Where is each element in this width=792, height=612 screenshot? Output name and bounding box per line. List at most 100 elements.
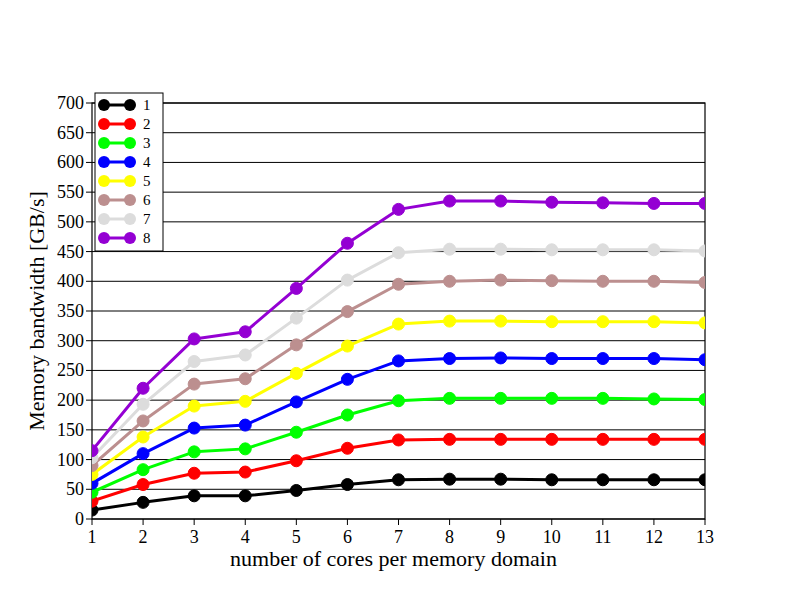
series-point xyxy=(444,473,456,485)
series-point xyxy=(188,378,200,390)
series-point xyxy=(188,490,200,502)
series-point xyxy=(239,490,251,502)
legend-marker xyxy=(98,232,110,244)
y-tick-label: 400 xyxy=(57,271,84,291)
series-point xyxy=(546,392,558,404)
series-point xyxy=(495,315,507,327)
grid-line xyxy=(92,221,705,222)
series-point xyxy=(597,474,609,486)
series-point xyxy=(699,197,705,209)
y-tick-label: 100 xyxy=(57,450,84,470)
series-point xyxy=(137,415,149,427)
y-tick-label: 650 xyxy=(57,123,84,143)
series-point xyxy=(239,395,251,407)
series-point xyxy=(648,316,660,328)
legend-label: 1 xyxy=(143,97,151,113)
grid-line xyxy=(92,340,705,341)
y-tick xyxy=(86,489,92,490)
legend-label: 4 xyxy=(143,154,151,170)
grid-line xyxy=(92,311,705,312)
series-point xyxy=(648,244,660,256)
x-tick xyxy=(500,519,501,525)
series-point xyxy=(648,474,660,486)
series-point xyxy=(188,356,200,368)
series-point xyxy=(699,276,705,288)
series-point xyxy=(393,474,405,486)
x-tick xyxy=(602,519,603,525)
legend-marker xyxy=(98,194,110,206)
x-tick-label: 2 xyxy=(139,527,148,547)
x-tick xyxy=(347,519,348,525)
series-point xyxy=(444,195,456,207)
series-point xyxy=(290,426,302,438)
series-point xyxy=(648,275,660,287)
y-tick-label: 600 xyxy=(57,152,84,172)
series-point xyxy=(597,244,609,256)
x-tick-label: 1 xyxy=(88,527,97,547)
x-tick xyxy=(194,519,195,525)
plot-data xyxy=(92,195,705,516)
series-point xyxy=(597,433,609,445)
legend-marker xyxy=(124,213,136,225)
series-point xyxy=(239,373,251,385)
series-point xyxy=(495,274,507,286)
series-point xyxy=(648,353,660,365)
series-line xyxy=(92,249,705,458)
series-point xyxy=(495,392,507,404)
x-tick xyxy=(296,519,297,525)
x-tick xyxy=(143,519,144,525)
y-tick xyxy=(86,103,92,104)
background xyxy=(0,0,792,612)
grid-line xyxy=(92,459,705,460)
series-point xyxy=(597,392,609,404)
legend-label: 5 xyxy=(143,173,151,189)
x-tick-label: 5 xyxy=(292,527,301,547)
series-point xyxy=(444,392,456,404)
legend-box xyxy=(95,93,163,251)
x-tick-label: 8 xyxy=(445,527,454,547)
series-point xyxy=(648,433,660,445)
series-point xyxy=(393,434,405,446)
y-tick-label: 200 xyxy=(57,390,84,410)
series-point xyxy=(444,275,456,287)
y-tick xyxy=(86,429,92,430)
series-point xyxy=(188,467,200,479)
y-tick-label: 150 xyxy=(57,420,84,440)
grid-line xyxy=(92,162,705,163)
series-point xyxy=(341,237,353,249)
x-tick-label: 4 xyxy=(241,527,250,547)
legend-label: 7 xyxy=(143,211,151,227)
legend-label: 6 xyxy=(143,192,151,208)
chart: 0501001502002503003504004505005506006507… xyxy=(0,0,792,612)
grid-line xyxy=(92,429,705,430)
legend-marker xyxy=(98,99,110,111)
legend-marker xyxy=(124,156,136,168)
series-point xyxy=(699,433,705,445)
series-point xyxy=(597,275,609,287)
legend-marker xyxy=(124,175,136,187)
series-point xyxy=(290,312,302,324)
y-tick-label: 500 xyxy=(57,212,84,232)
y-tick xyxy=(86,132,92,133)
series-point xyxy=(137,479,149,491)
series-point xyxy=(137,398,149,410)
series-point xyxy=(341,340,353,352)
x-tick xyxy=(449,519,450,525)
legend: 12345678 xyxy=(95,93,163,251)
legend-marker xyxy=(124,137,136,149)
grid-line xyxy=(92,489,705,490)
series-point xyxy=(495,352,507,364)
y-tick xyxy=(86,281,92,282)
series-point xyxy=(188,446,200,458)
series-point xyxy=(546,196,558,208)
series-point xyxy=(495,433,507,445)
series-point xyxy=(546,244,558,256)
series-point xyxy=(341,479,353,491)
series-point xyxy=(239,443,251,455)
series-point xyxy=(188,400,200,412)
legend-marker xyxy=(124,99,136,111)
series-point xyxy=(393,355,405,367)
series-point xyxy=(393,395,405,407)
series-point xyxy=(699,474,705,486)
series-point xyxy=(137,464,149,476)
